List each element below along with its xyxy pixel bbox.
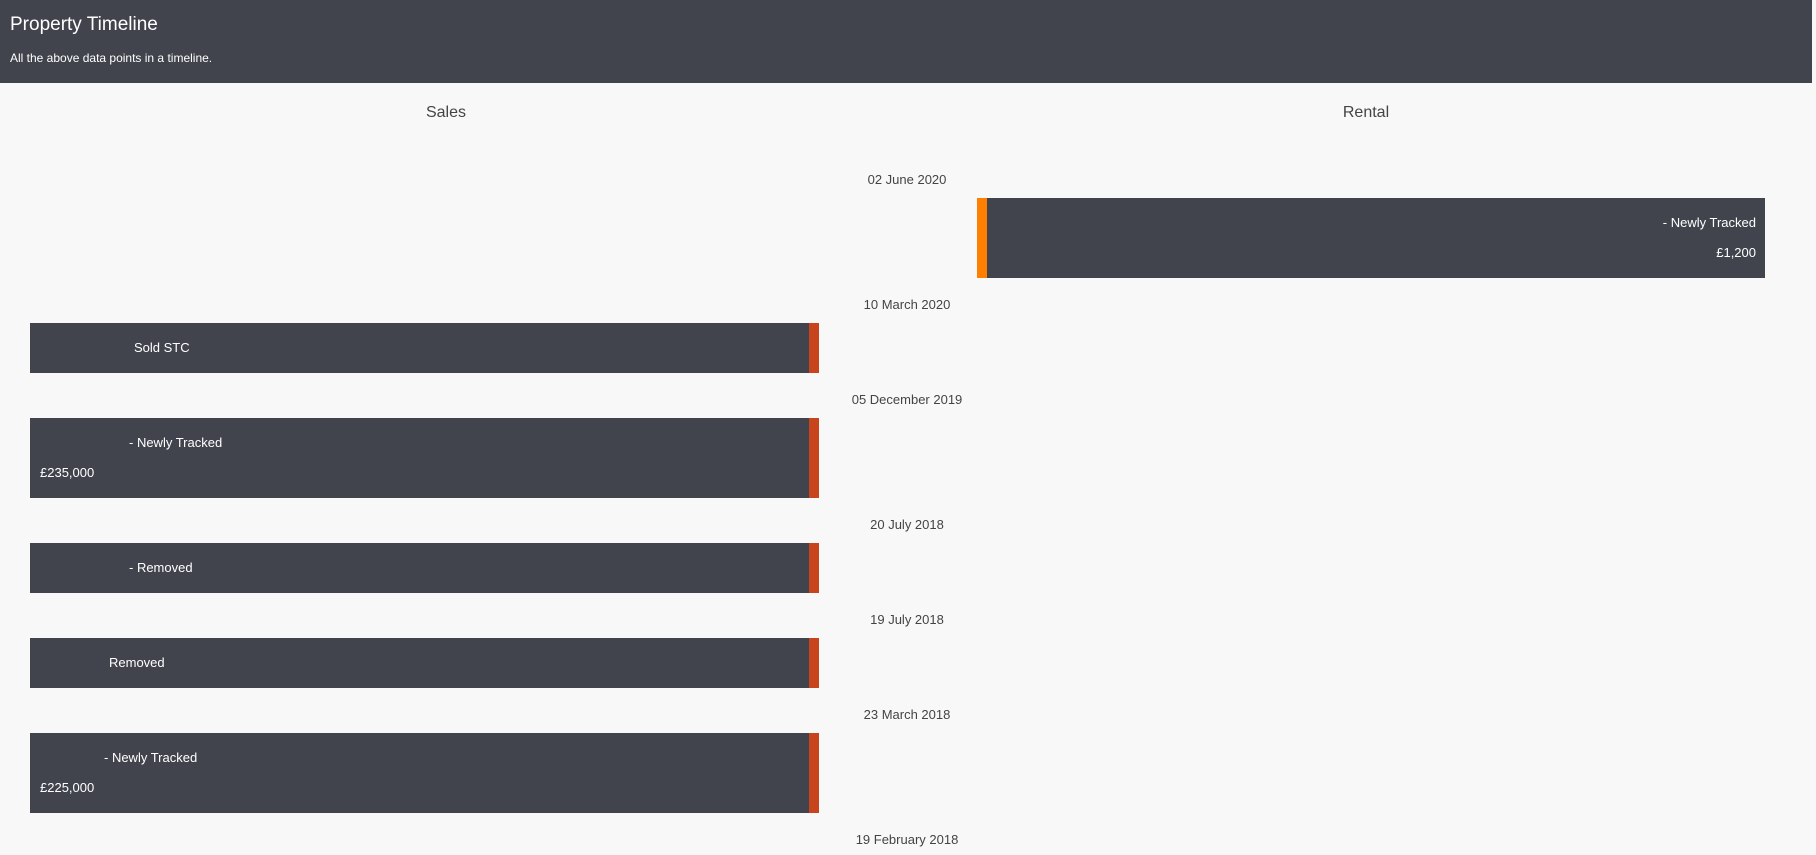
rental-accent-bar [977,198,987,278]
event-status: Removed [109,655,165,670]
sales-event-card: Sold STC [30,323,819,373]
event-status: Sold STC [134,340,190,355]
timeline-date: 19 July 2018 [870,612,944,627]
sales-accent-bar [809,418,819,498]
rental-event-card: - Newly Tracked £1,200 [977,198,1765,278]
rental-column-title: Rental [1342,104,1390,121]
sales-accent-bar [809,323,819,373]
timeline-date: 23 March 2018 [863,707,951,722]
page-title: Property Timeline [10,14,158,35]
sales-event-card: - Newly Tracked £235,000 [30,418,819,498]
event-status: - Newly Tracked [1662,215,1756,230]
sales-event-card: - Newly Tracked £225,000 [30,733,819,813]
event-status: - Removed [129,560,193,575]
timeline-date: 05 December 2019 [851,392,963,407]
sales-event-card: Removed [30,638,819,688]
timeline-date: 19 February 2018 [855,832,959,847]
timeline-date: 02 June 2020 [867,172,947,187]
sales-event-card: - Removed [30,543,819,593]
page-subtitle: All the above data points in a timeline. [10,51,213,65]
sales-accent-bar [809,638,819,688]
timeline-date: 20 July 2018 [870,517,944,532]
event-price: £1,200 [1716,245,1756,260]
page-header: Property Timeline All the above data poi… [0,0,1812,83]
timeline-date: 10 March 2020 [863,297,951,312]
event-price: £235,000 [40,465,95,480]
sales-column-title: Sales [425,104,467,121]
event-status: - Newly Tracked [104,750,198,765]
sales-accent-bar [809,543,819,593]
event-status: - Newly Tracked [129,435,223,450]
event-price: £225,000 [40,780,95,795]
sales-accent-bar [809,733,819,813]
